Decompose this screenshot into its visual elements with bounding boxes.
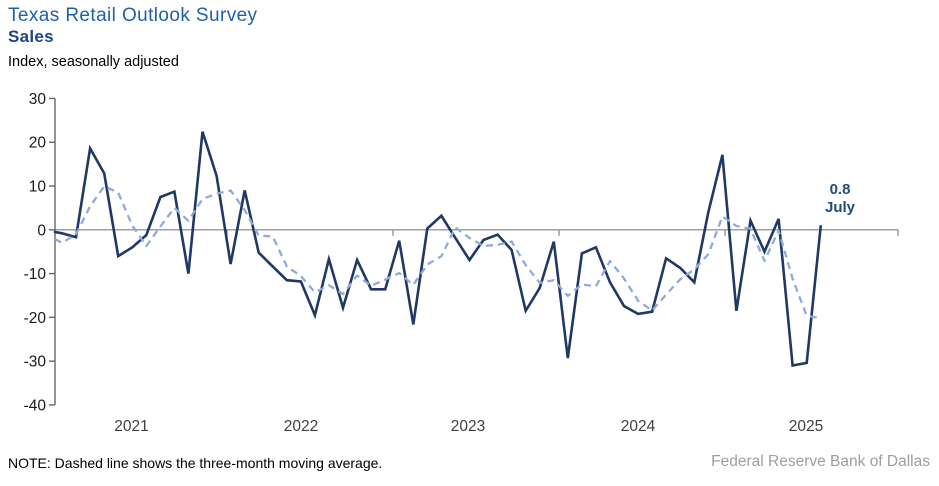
annotation-value: 0.8 <box>829 181 851 198</box>
note-text: NOTE: Dashed line shows the three-month … <box>8 455 383 471</box>
y-tick-label: 10 <box>29 179 47 196</box>
latest-value-annotation: 0.8 July <box>800 181 880 217</box>
year-label: 2021 <box>114 418 148 435</box>
monthly-series-line <box>53 131 823 368</box>
y-tick-label: -20 <box>24 310 47 327</box>
footer-text: Federal Reserve Bank of Dallas <box>711 453 930 470</box>
y-tick-label: 0 <box>37 222 46 239</box>
y-tick-label: -40 <box>24 397 47 414</box>
y-tick-label: -10 <box>24 266 47 283</box>
annotation-month: July <box>824 199 855 216</box>
year-label: 2025 <box>789 418 823 435</box>
moving-average-line <box>54 185 821 320</box>
y-tick-label: 20 <box>29 135 47 152</box>
unit-label: Index, seasonally adjusted <box>8 54 179 70</box>
year-label: 2024 <box>621 418 656 435</box>
year-label: 2022 <box>284 418 318 435</box>
y-tick-label: 30 <box>29 91 47 108</box>
page-title: Texas Retail Outlook Survey <box>8 5 258 26</box>
chart-subtitle: Sales <box>8 27 54 46</box>
year-label: 2023 <box>451 418 485 435</box>
y-tick-label: -30 <box>24 354 47 371</box>
